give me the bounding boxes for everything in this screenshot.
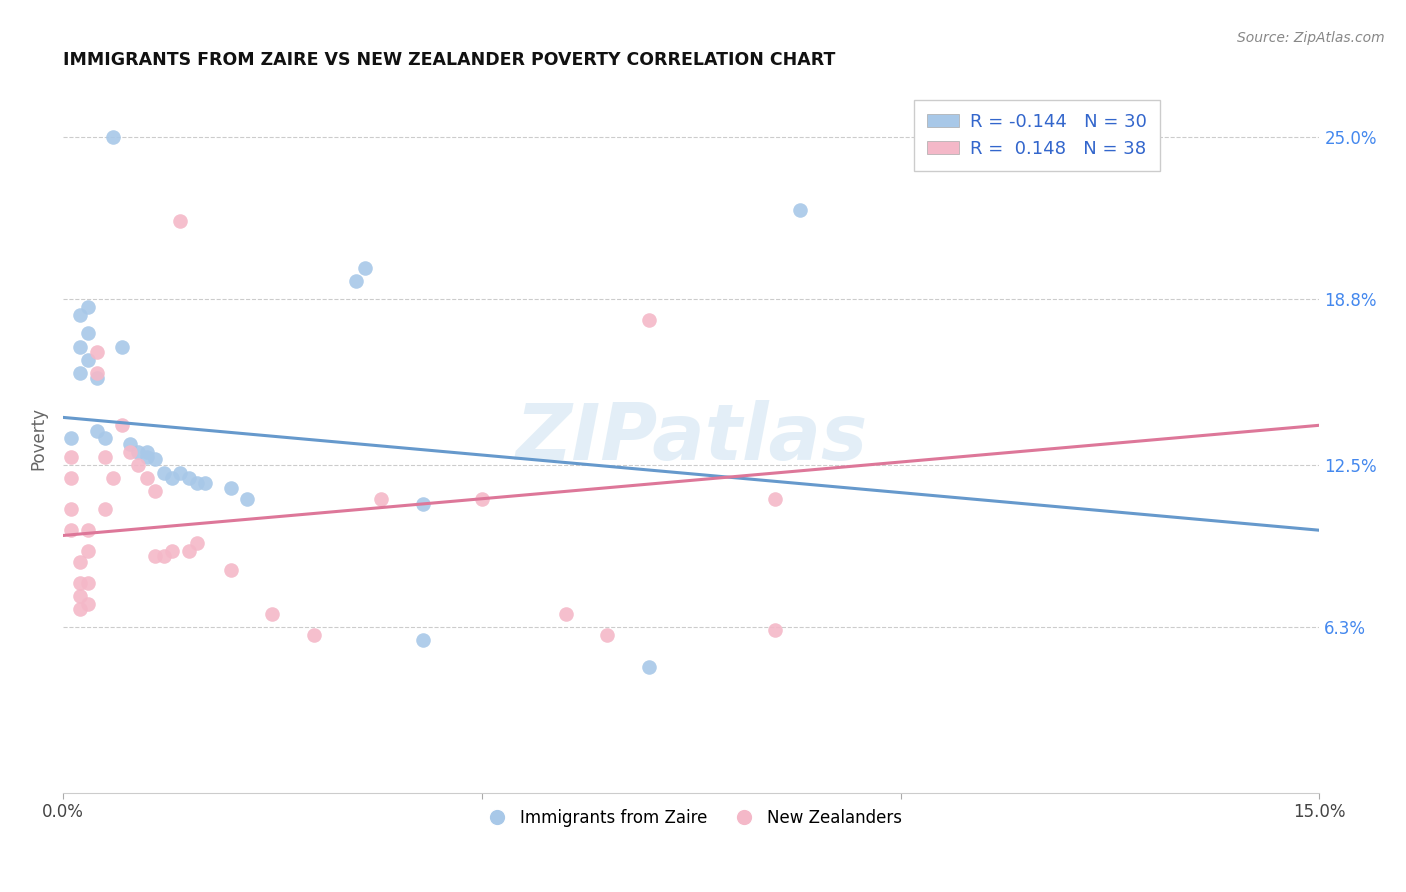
Point	[86, 424, 108, 438]
Point	[94, 431, 117, 445]
Point	[638, 313, 661, 327]
Point	[69, 555, 91, 569]
Point	[219, 481, 242, 495]
Point	[60, 471, 83, 485]
Point	[86, 371, 108, 385]
Point	[160, 544, 183, 558]
Point	[143, 452, 166, 467]
Point	[118, 444, 141, 458]
Point	[77, 300, 100, 314]
Point	[60, 502, 83, 516]
Point	[103, 471, 125, 485]
Text: ZIPatlas: ZIPatlas	[515, 401, 868, 476]
Point	[69, 340, 91, 354]
Point	[69, 575, 91, 590]
Point	[77, 544, 100, 558]
Point	[262, 607, 284, 622]
Point	[370, 491, 392, 506]
Point	[177, 471, 200, 485]
Point	[169, 213, 191, 227]
Point	[152, 549, 174, 564]
Point	[69, 366, 91, 380]
Point	[86, 344, 108, 359]
Point	[111, 418, 134, 433]
Point	[143, 483, 166, 498]
Point	[135, 450, 157, 464]
Point	[169, 466, 191, 480]
Point	[638, 659, 661, 673]
Point	[77, 352, 100, 367]
Point	[412, 497, 434, 511]
Point	[127, 458, 149, 472]
Point	[69, 602, 91, 616]
Point	[94, 502, 117, 516]
Point	[60, 523, 83, 537]
Point	[596, 628, 619, 642]
Point	[152, 466, 174, 480]
Point	[219, 563, 242, 577]
Point	[127, 444, 149, 458]
Point	[103, 129, 125, 144]
Text: IMMIGRANTS FROM ZAIRE VS NEW ZEALANDER POVERTY CORRELATION CHART: IMMIGRANTS FROM ZAIRE VS NEW ZEALANDER P…	[63, 51, 835, 69]
Point	[86, 366, 108, 380]
Point	[471, 491, 494, 506]
Point	[135, 444, 157, 458]
Point	[60, 450, 83, 464]
Point	[69, 308, 91, 322]
Text: Source: ZipAtlas.com: Source: ZipAtlas.com	[1237, 31, 1385, 45]
Point	[763, 623, 786, 637]
Legend: Immigrants from Zaire, New Zealanders: Immigrants from Zaire, New Zealanders	[474, 803, 910, 834]
Point	[77, 523, 100, 537]
Point	[143, 549, 166, 564]
Point	[236, 491, 259, 506]
Point	[177, 544, 200, 558]
Point	[353, 260, 375, 275]
Point	[60, 431, 83, 445]
Point	[763, 491, 786, 506]
Point	[412, 633, 434, 648]
Point	[789, 203, 811, 218]
Point	[135, 471, 157, 485]
Point	[194, 475, 217, 490]
Point	[344, 274, 367, 288]
Point	[94, 450, 117, 464]
Point	[69, 589, 91, 603]
Point	[77, 575, 100, 590]
Point	[554, 607, 576, 622]
Y-axis label: Poverty: Poverty	[30, 407, 46, 470]
Point	[77, 326, 100, 341]
Point	[160, 471, 183, 485]
Point	[77, 597, 100, 611]
Point	[186, 475, 208, 490]
Point	[111, 340, 134, 354]
Point	[304, 628, 326, 642]
Point	[118, 436, 141, 450]
Point	[186, 536, 208, 550]
